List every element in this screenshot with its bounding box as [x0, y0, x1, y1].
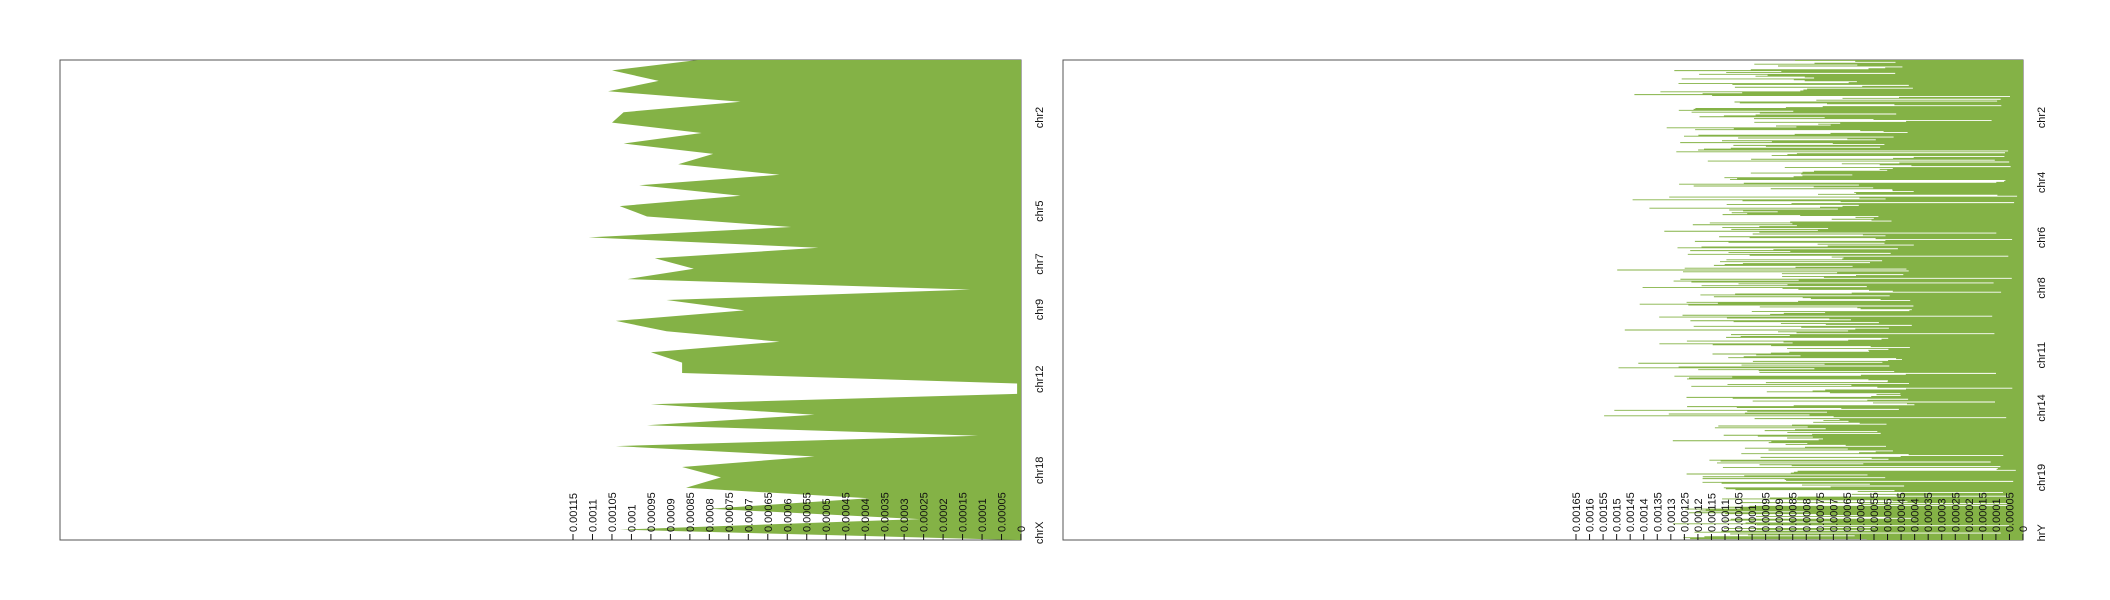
value-tick-label: 0.0008	[1801, 498, 1813, 532]
value-tick-label: 0.00005	[997, 492, 1009, 532]
value-tick-label: 0.00075	[724, 492, 736, 532]
chromosome-label: chr9	[1034, 299, 1046, 320]
chromosome-label: chr11	[2036, 342, 2048, 369]
value-tick-label: 0.0005	[1883, 498, 1895, 532]
value-tick-label: 0.00115	[568, 493, 580, 532]
value-tick-label: 0.0016	[1585, 498, 1597, 532]
value-tick-label: 0.0002	[1964, 498, 1976, 532]
value-tick-label: 0	[2018, 526, 2030, 532]
value-tick-label: 0.00155	[1598, 492, 1610, 532]
value-tick-label: 0.0006	[782, 498, 794, 532]
value-tick-label: 0.0005	[821, 498, 833, 532]
chromosome-label: chr2	[1034, 107, 1046, 128]
value-tick-label: 0.00165	[1571, 492, 1583, 532]
value-tick-label: 0.0009	[1774, 498, 1786, 532]
value-tick-label: 0.00025	[1950, 492, 1962, 532]
chromosome-label: chr4	[2036, 172, 2048, 193]
value-tick-label: 0.0007	[1828, 498, 1840, 532]
value-tick-label: 0.00135	[1652, 492, 1664, 532]
value-tick-label: 0.0001	[977, 498, 989, 532]
chromosome-label: chr8	[2036, 277, 2048, 298]
value-tick-label: 0.00085	[1788, 492, 1800, 532]
value-tick-label: 0.0007	[743, 498, 755, 532]
chromosome-label: chr19	[2036, 464, 2048, 492]
value-tick-label: 0.00055	[802, 492, 814, 532]
value-tick-label: 0.0006	[1855, 498, 1867, 532]
chromosome-label: chr5	[1034, 200, 1046, 221]
value-tick-label: 0.00125	[1679, 492, 1691, 532]
value-tick-label: 0	[1016, 526, 1028, 532]
chromosome-label: hrY	[2036, 524, 2048, 542]
value-tick-label: 0.00055	[1869, 492, 1881, 532]
value-tick-label: 0.00035	[1923, 492, 1935, 532]
value-tick-label: 0.00025	[919, 492, 931, 532]
value-tick-label: 0.0002	[938, 498, 950, 532]
value-tick-label: 0.0009	[665, 498, 677, 532]
chromosome-label: chr6	[2036, 227, 2048, 248]
value-tick-label: 0.00075	[1815, 492, 1827, 532]
chromosome-label: chr2	[2036, 107, 2048, 128]
panel-left: 0.00115 0.0011 0.00105 0.001 0.00095 0.0009 0.…	[59, 59, 1046, 544]
value-tick-label: 0.00035	[880, 492, 892, 532]
value-tick-label: 0.001	[626, 504, 638, 532]
value-tick-label: 0.0014	[1639, 498, 1651, 532]
value-tick-label: 0.00145	[1625, 492, 1637, 532]
coverage-area	[1604, 60, 2023, 540]
chromosome-label: chr12	[1034, 365, 1046, 393]
value-tick-label: 0.0011	[587, 499, 599, 532]
chromosome-label: chr7	[1034, 253, 1046, 274]
value-tick-label: 0.00105	[607, 492, 619, 532]
coverage-area	[588, 60, 1021, 540]
value-tick-label: 0.001	[1747, 504, 1759, 532]
value-tick-label: 0.00015	[1977, 492, 1989, 532]
value-tick-label: 0.00045	[1896, 492, 1908, 532]
chromosome-label: chr18	[1034, 457, 1046, 485]
panel-right: 0.00165 0.0016 0.00155 0.0015 0.00145 0.0014 0…	[1062, 59, 2048, 542]
value-tick-label: 0.0013	[1666, 498, 1678, 532]
value-tick-label: 0.0003	[899, 498, 911, 532]
value-tick-label: 0.00095	[1761, 492, 1773, 532]
value-tick-label: 0.00065	[763, 492, 775, 532]
value-tick-label: 0.00105	[1734, 492, 1746, 532]
value-tick-label: 0.0011	[1720, 499, 1732, 532]
value-tick-label: 0.00005	[2004, 492, 2016, 532]
value-tick-label: 0.00015	[958, 492, 970, 532]
value-tick-label: 0.0012	[1693, 498, 1705, 532]
value-tick-label: 0.0001	[1991, 498, 2003, 532]
value-tick-label: 0.0003	[1937, 498, 1949, 532]
chromosome-label: chrX	[1034, 521, 1046, 544]
value-tick-label: 0.00085	[685, 492, 697, 532]
value-tick-label: 0.0004	[860, 498, 872, 532]
value-tick-label: 0.0008	[704, 498, 716, 532]
value-tick-label: 0.00095	[646, 492, 658, 532]
value-tick-label: 0.00045	[841, 492, 853, 532]
value-tick-label: 0.0015	[1612, 498, 1624, 532]
value-tick-label: 0.00115	[1706, 493, 1718, 532]
value-tick-label: 0.0004	[1910, 498, 1922, 532]
value-tick-label: 0.00065	[1842, 492, 1854, 532]
chromosome-label: chr14	[2036, 394, 2048, 422]
